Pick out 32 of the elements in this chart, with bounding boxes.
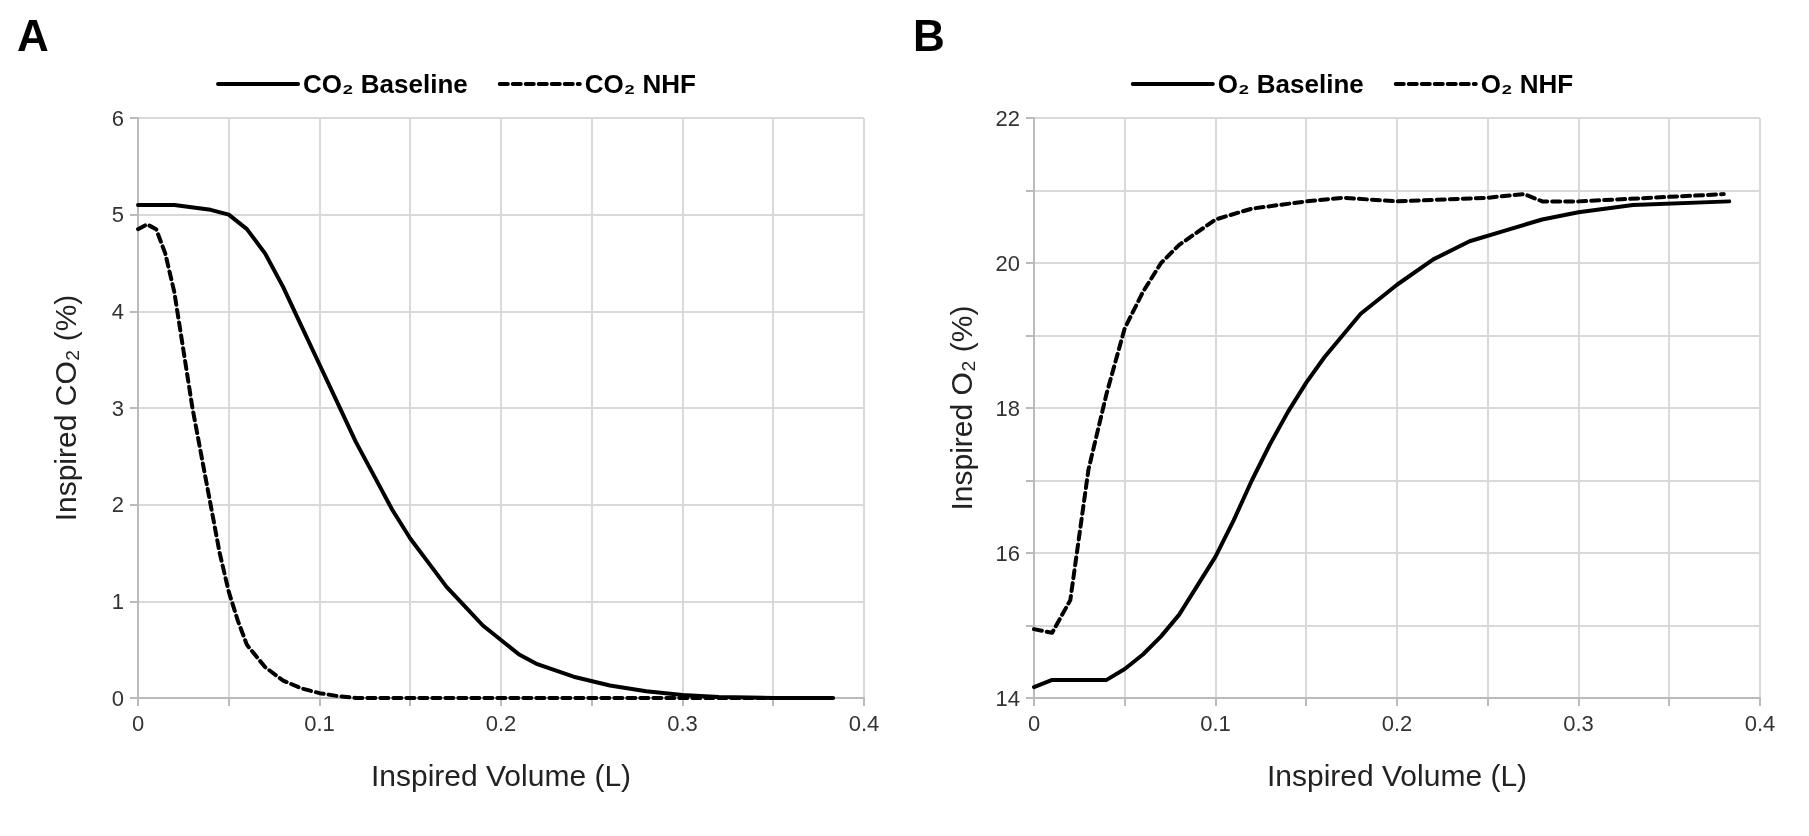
- y-tick-label: 5: [111, 202, 124, 228]
- x-tick-label: 0.3: [1563, 710, 1594, 736]
- legend-label: O₂ NHF: [1480, 69, 1574, 99]
- x-tick-label: 0.2: [485, 710, 517, 736]
- y-axis-title: Inspired CO₂ (%): [48, 294, 82, 522]
- x-tick-label: 0.4: [1744, 710, 1776, 736]
- x-axis-title: Inspired Volume (L): [1266, 758, 1528, 792]
- chart-title: B: [913, 10, 945, 60]
- legend-label: CO₂ NHF: [584, 69, 696, 99]
- x-axis-title: Inspired Volume (L): [370, 758, 632, 792]
- x-tick-label: 0.1: [1200, 710, 1231, 736]
- legend-label: O₂ Baseline: [1217, 69, 1364, 99]
- x-tick-label: 0.4: [848, 710, 880, 736]
- y-tick-label: 0: [111, 685, 124, 711]
- x-tick-label: 0.2: [1381, 710, 1413, 736]
- y-axis-title: Inspired O₂ (%): [944, 305, 978, 511]
- y-tick-label: 4: [111, 298, 124, 324]
- y-tick-label: 20: [995, 250, 1020, 276]
- x-tick-label: 0: [131, 710, 145, 736]
- y-tick-label: 6: [111, 105, 124, 131]
- y-tick-label: 2: [111, 492, 124, 518]
- y-tick-label: 22: [995, 105, 1020, 131]
- y-tick-label: 18: [995, 395, 1020, 421]
- y-tick-label: 16: [995, 540, 1020, 566]
- x-tick-label: 0.3: [667, 710, 698, 736]
- chart-title: A: [17, 10, 49, 60]
- x-tick-label: 0: [1027, 710, 1041, 736]
- x-tick-label: 0.1: [304, 710, 335, 736]
- legend-label: CO₂ Baseline: [303, 69, 468, 99]
- y-tick-label: 1: [111, 588, 124, 614]
- y-tick-label: 3: [111, 395, 124, 421]
- y-tick-label: 14: [995, 685, 1020, 711]
